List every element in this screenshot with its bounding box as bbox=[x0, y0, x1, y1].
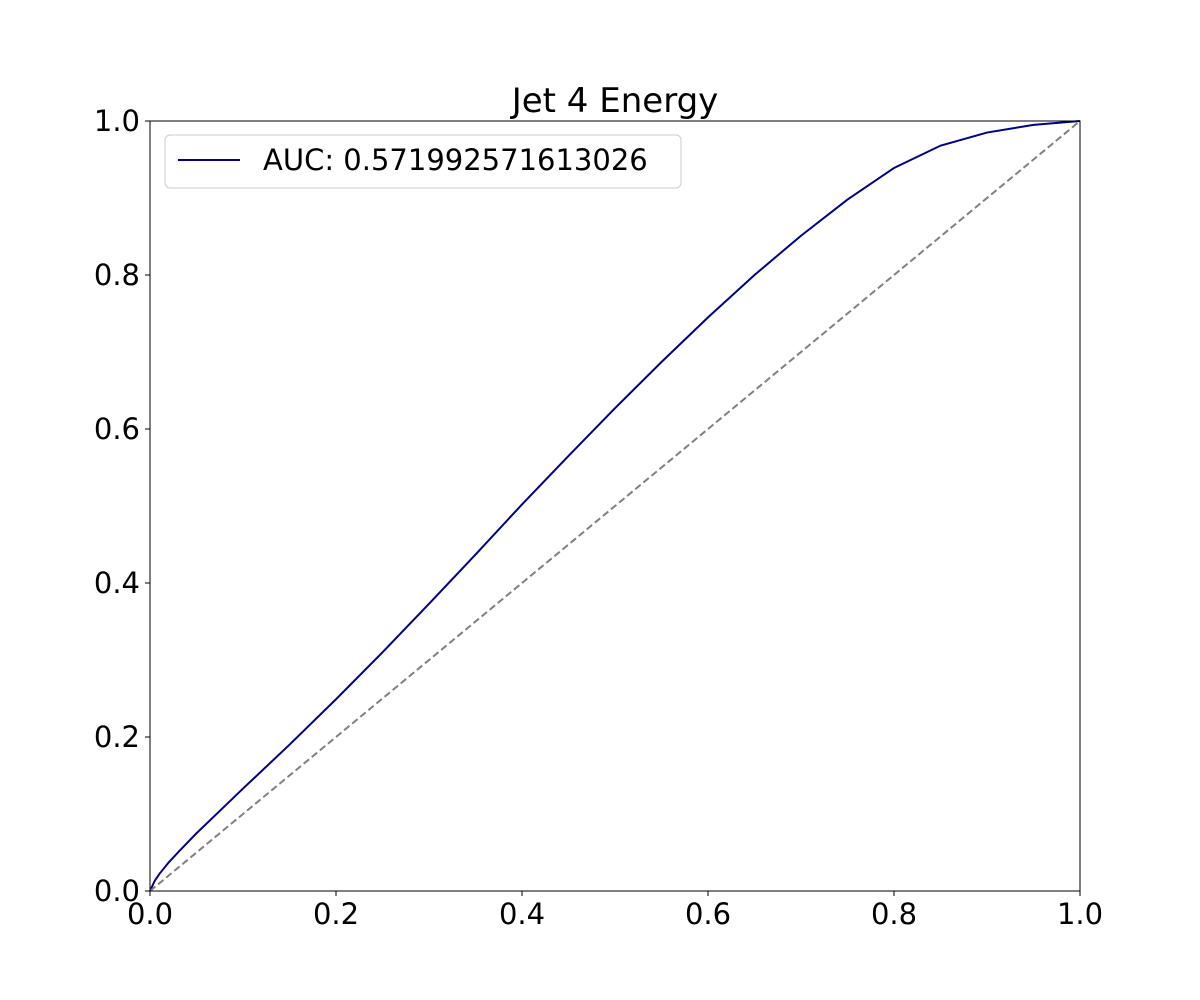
plot-frame bbox=[149, 120, 1081, 892]
x-tick-label: 1.0 bbox=[1057, 897, 1103, 931]
x-tick-label: 0.6 bbox=[685, 897, 731, 931]
y-tick-label: 1.0 bbox=[94, 104, 140, 138]
legend-box bbox=[164, 134, 682, 189]
chance-diagonal-line bbox=[149, 120, 1081, 892]
axis-ticks: 0.0 0.2 0.4 0.6 0.8 1.0 0.0 0.2 0.4 0.6 0.8 1.0 bbox=[94, 104, 1103, 931]
x-tick-label: 0.8 bbox=[871, 897, 917, 931]
y-tick-label: 0.2 bbox=[94, 720, 140, 754]
x-tick-label: 0.4 bbox=[499, 897, 545, 931]
plot-area bbox=[149, 120, 1081, 892]
x-tick-label: 0.0 bbox=[127, 897, 173, 931]
roc-curve-line bbox=[149, 120, 1081, 892]
y-tick-label: 0.8 bbox=[94, 258, 140, 292]
y-tick-label: 0.0 bbox=[94, 874, 140, 908]
y-tick-label: 0.4 bbox=[94, 566, 140, 600]
legend-series-label: AUC: 0.571992571613026 bbox=[263, 143, 648, 177]
x-tick-label: 0.2 bbox=[313, 897, 359, 931]
y-tick-label: 0.6 bbox=[94, 412, 140, 446]
chart-title: Jet 4 Energy bbox=[510, 81, 719, 121]
legend: AUC: 0.571992571613026 bbox=[164, 134, 682, 189]
